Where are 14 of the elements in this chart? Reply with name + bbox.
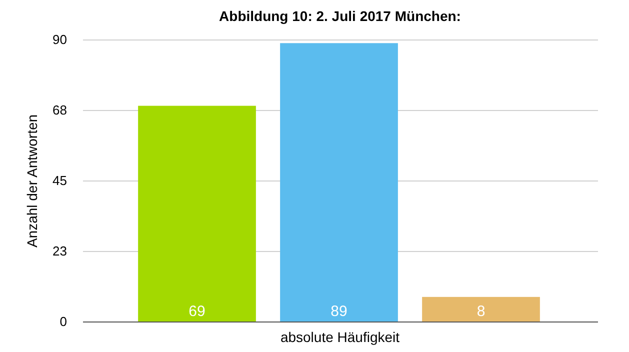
data-label: 8	[476, 303, 486, 320]
y-tick-label: 68	[52, 102, 67, 118]
bar	[138, 106, 256, 322]
y-tick-label: 0	[60, 314, 67, 330]
y-tick-label: 23	[52, 244, 67, 259]
bar	[422, 296, 540, 322]
data-label: 69	[188, 303, 206, 320]
chart-title: Abbildung 10: 2. Juli 2017 München:	[219, 8, 461, 24]
bar	[280, 43, 398, 322]
y-tick-label: 45	[52, 173, 67, 188]
y-axis-title: Anzahl der Antworten	[24, 114, 40, 248]
x-axis-title: absolute Häufigkeit	[280, 329, 400, 345]
data-label: 89	[330, 303, 348, 320]
y-tick-label: 90	[52, 32, 67, 48]
